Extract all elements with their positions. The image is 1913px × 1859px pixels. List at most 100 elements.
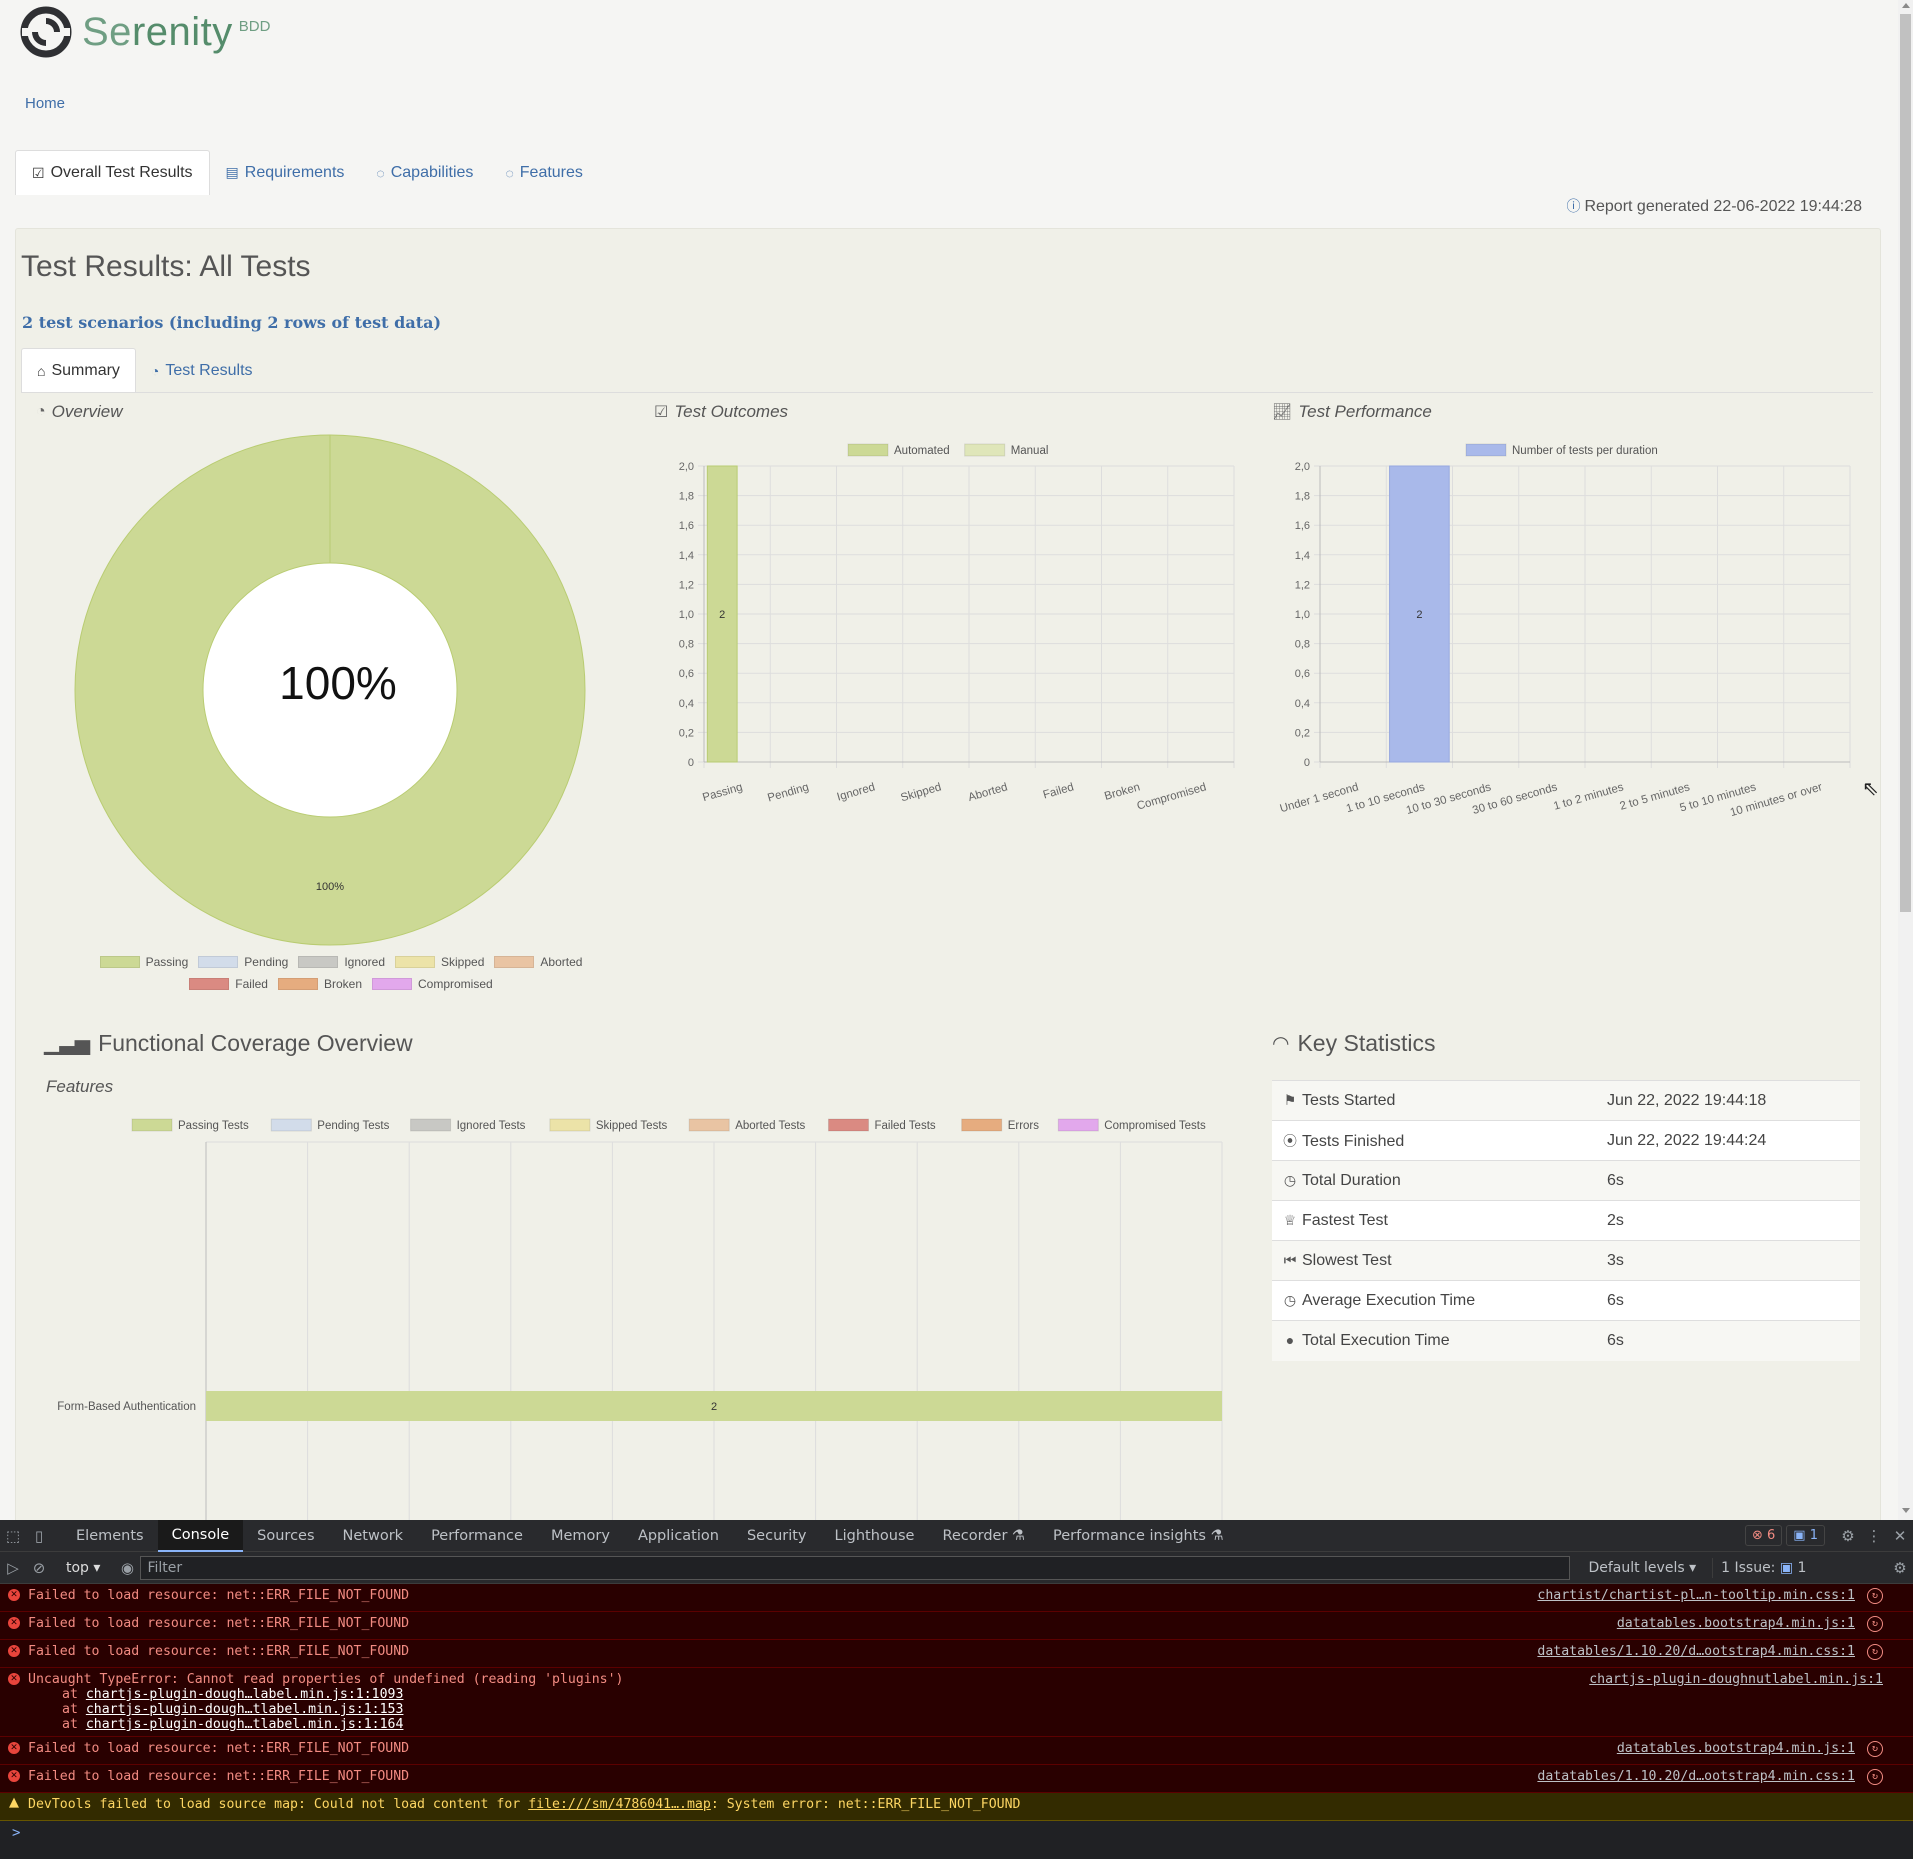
devtools-tab-sources[interactable]: Sources [257,1527,315,1544]
test-outcomes-heading: ☑ Test Outcomes [654,402,788,422]
console-error-row: ✕ Failed to load resource: net::ERR_FILE… [0,1612,1913,1640]
source-link[interactable]: datatables.bootstrap4.min.js:1 [1616,1741,1855,1756]
source-link[interactable]: datatables/1.10.20/d…ootstrap4.min.css:1 [1537,1644,1855,1659]
source-link[interactable]: chartist/chartist-pl…n-tooltip.min.css:1 [1537,1588,1855,1603]
stat-label: ● Total Execution Time [1272,1320,1597,1361]
sub-tab-divider [21,392,1873,393]
tab-overall-test-results[interactable]: ☑ Overall Test Results [15,150,210,195]
tab-features[interactable]: ◌ Features [489,150,598,195]
source-link[interactable]: datatables.bootstrap4.min.js:1 [1616,1616,1855,1631]
legend-swatch [395,956,436,968]
y-tick-label: 0,4 [679,698,694,710]
y-tick-label: 1,4 [1295,550,1310,562]
devtools-tab-security[interactable]: Security [746,1527,807,1544]
devtools-panel: ⬚ ▯ Elements Console Sources Network Per… [0,1519,1913,1859]
tab-summary[interactable]: ⌂ Summary [21,348,136,393]
legend-label: Ignored [344,955,386,969]
legend-label: Failed [235,977,268,991]
legend-item-skipped[interactable]: Skipped [395,951,484,973]
source-map-link[interactable]: file:///sm/4786041….map [528,1797,711,1812]
tab-label: Capabilities [390,163,474,181]
y-tick-label: 2,0 [1295,461,1310,473]
source-network-icon[interactable]: ↻ [1867,1741,1883,1757]
legend-swatch [494,956,535,968]
stat-value: 6s [1597,1280,1860,1321]
source-link[interactable]: chartjs-plugin-doughnutlabel.min.js:1 [1589,1672,1883,1687]
clear-console-icon[interactable]: ⊘ [32,1558,46,1577]
stack-link[interactable]: chartjs-plugin-dough…tlabel.min.js:1:153 [85,1702,404,1717]
scroll-down-arrow[interactable] [1902,1508,1910,1513]
close-devtools-icon[interactable]: ✕ [1893,1526,1907,1545]
flask-icon: ⚗ [1012,1527,1026,1544]
dropdown-arrow-icon: ▾ [93,1559,101,1576]
source-network-icon[interactable]: ↻ [1867,1616,1883,1632]
breadcrumb-home[interactable]: Home [25,95,66,112]
legend-item-broken[interactable]: Broken [277,973,362,995]
scroll-up-arrow[interactable] [1902,3,1910,8]
stat-value: 3s [1597,1240,1860,1281]
console-settings-gear-icon[interactable]: ⚙ [1893,1558,1907,1577]
context-selector[interactable]: top ▾ [60,1560,106,1576]
log-levels-dropdown[interactable]: Default levels ▾ [1580,1560,1704,1576]
overview-doughnut-chart: 100% 100% [74,434,586,946]
legend-label: Pending Tests [317,1120,389,1132]
devtools-tab-memory[interactable]: Memory [550,1527,610,1544]
sidebar-toggle-icon[interactable]: ▷ [7,1558,19,1577]
info-count-badge[interactable]: ▣ 1 [1786,1525,1825,1546]
legend-label: Manual [1011,445,1049,457]
stat-label-text: Average Execution Time [1302,1291,1476,1309]
devtools-tab-lighthouse[interactable]: Lighthouse [834,1527,915,1544]
legend-item-pending[interactable]: Pending [198,951,288,973]
legend-item-passing[interactable]: Passing [99,951,188,973]
legend-item-aborted[interactable]: Aborted [494,951,582,973]
devtools-tab-performance-insights[interactable]: Performance insights ⚗ [1039,1520,1238,1552]
more-options-icon[interactable]: ⋮ [1866,1526,1882,1545]
chat-icon: ◌ [376,164,385,181]
stack-trace-line: at chartjs-plugin-dough…tlabel.min.js:1:… [28,1702,1853,1717]
page-scrollbar[interactable] [1898,0,1913,1520]
devtools-tab-elements[interactable]: Elements [76,1527,144,1544]
error-icon: ✕ [8,1673,20,1685]
live-expression-eye-icon[interactable]: ◉ [120,1558,134,1577]
stat-label: ◷ Average Execution Time [1272,1280,1597,1321]
inspect-element-icon[interactable]: ⬚ [5,1526,21,1545]
tab-test-results[interactable]: ◔ Test Results [136,348,268,393]
legend-swatch [549,1118,591,1132]
devtools-right-controls: ⊗ 6 ▣ 1 ⚙ ⋮ ✕ [1744,1520,1913,1552]
legend-item-compromised[interactable]: Compromised [372,973,493,995]
devtools-tab-application[interactable]: Application [637,1527,719,1544]
settings-gear-icon[interactable]: ⚙ [1841,1526,1855,1545]
devtools-tab-performance[interactable]: Performance [431,1527,523,1544]
stack-prefix: at [62,1717,78,1732]
stat-label: ◷ Total Duration [1272,1160,1597,1201]
source-network-icon[interactable]: ↻ [1867,1644,1883,1660]
legend-item-failed[interactable]: Failed [189,973,268,995]
devtools-tab-console[interactable]: Console [157,1519,244,1552]
stat-label-text: Fastest Test [1302,1211,1388,1229]
devtools-tab-recorder[interactable]: Recorder ⚗ [928,1520,1039,1552]
stack-link[interactable]: chartjs-plugin-dough…tlabel.min.js:1:164 [85,1717,404,1732]
console-filter-input[interactable] [140,1555,1571,1580]
source-network-icon[interactable]: ↻ [1867,1588,1883,1604]
stack-trace-line: at chartjs-plugin-dough…label.min.js:1:1… [28,1687,1853,1702]
error-count-badge[interactable]: ⊗ 6 [1744,1525,1783,1546]
legend-swatch [964,443,1006,457]
tab-requirements[interactable]: ▤ Requirements [210,150,361,195]
y-tick-label: 1,6 [679,520,694,532]
console-prompt[interactable]: > [12,1825,21,1841]
source-link[interactable]: datatables/1.10.20/d…ootstrap4.min.css:1 [1537,1769,1855,1784]
issues-button[interactable]: 1 Issue: ▣ 1 [1712,1557,1814,1578]
y-tick-label: 1,8 [679,491,694,503]
issues-count: 1 [1797,1559,1807,1576]
source-network-icon[interactable]: ↻ [1867,1769,1883,1785]
tab-capabilities[interactable]: ◌ Capabilities [360,150,489,195]
stack-link[interactable]: chartjs-plugin-dough…label.min.js:1:1093 [85,1687,404,1702]
device-toolbar-icon[interactable]: ▯ [34,1526,44,1545]
serenity-logo[interactable]: Serenity BDD [18,2,270,62]
functional-coverage-heading-text: Functional Coverage Overview [98,1030,413,1056]
legend-item-ignored[interactable]: Ignored [298,951,385,973]
x-tick-label: Aborted [967,781,1009,804]
devtools-tab-network[interactable]: Network [342,1527,404,1544]
scrollbar-thumb[interactable] [1900,14,1911,912]
console-filter-bar: ▷ ⊘ top ▾ ◉ Default levels ▾ 1 Issue: ▣ … [0,1552,1913,1584]
